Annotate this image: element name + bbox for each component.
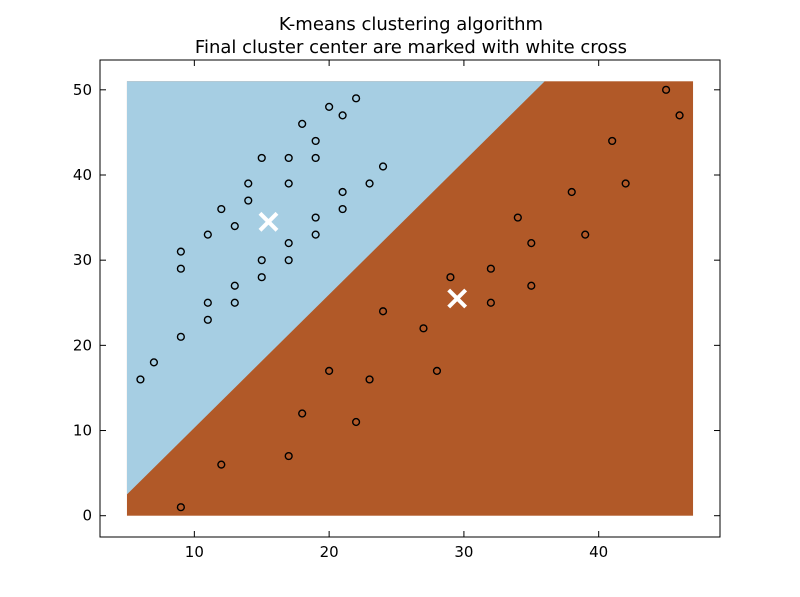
data-point xyxy=(513,213,522,222)
data-point xyxy=(298,409,307,418)
data-point xyxy=(284,256,293,265)
data-point xyxy=(486,298,495,307)
data-point xyxy=(284,179,293,188)
center-cross-stroke xyxy=(258,211,279,232)
y-tick-label: 10 xyxy=(73,422,92,440)
data-point xyxy=(446,273,455,282)
data-point xyxy=(527,239,536,248)
data-point xyxy=(338,111,347,120)
data-point xyxy=(217,460,226,469)
data-point xyxy=(608,136,617,146)
x-tick-label: 40 xyxy=(589,543,608,561)
data-point xyxy=(527,281,536,290)
cluster-center-marker xyxy=(447,288,468,309)
data-point xyxy=(378,162,388,171)
data-point xyxy=(419,324,428,333)
plot-frame xyxy=(99,59,721,538)
data-point xyxy=(298,119,307,128)
data-point xyxy=(581,230,590,239)
data-point xyxy=(230,281,239,290)
data-point xyxy=(176,332,185,341)
y-tick-label: 50 xyxy=(73,81,92,99)
decision-regions xyxy=(126,81,694,516)
cluster-centers xyxy=(258,211,468,309)
data-point xyxy=(365,375,374,384)
x-tick-label: 10 xyxy=(185,543,204,561)
data-point xyxy=(378,307,388,316)
data-point xyxy=(621,179,630,188)
data-point xyxy=(338,187,347,197)
y-tick-label: 0 xyxy=(82,507,92,525)
chart-subtitle: Final cluster center are marked with whi… xyxy=(195,37,627,58)
data-point xyxy=(338,204,347,214)
y-tick-label: 30 xyxy=(73,251,92,269)
x-tick-label: 30 xyxy=(454,543,473,561)
data-point xyxy=(325,366,334,376)
cluster-center-marker xyxy=(258,211,279,232)
data-point xyxy=(230,221,239,231)
data-point xyxy=(176,264,185,273)
data-point xyxy=(230,298,239,307)
data-point xyxy=(311,153,320,163)
y-tick-label: 20 xyxy=(73,336,92,354)
data-point xyxy=(257,256,266,265)
x-tick-label: 20 xyxy=(320,543,339,561)
region-cluster-1 xyxy=(126,81,545,495)
data-point xyxy=(257,273,266,282)
data-point xyxy=(365,179,374,188)
data-point xyxy=(244,196,253,205)
data-point xyxy=(311,213,320,222)
data-point xyxy=(351,417,361,427)
data-point xyxy=(203,315,212,324)
data-point xyxy=(284,239,293,248)
data-point xyxy=(567,187,576,197)
data-point xyxy=(311,230,320,239)
data-point xyxy=(284,153,293,163)
data-point xyxy=(661,85,671,94)
data-point xyxy=(203,298,212,307)
axes: 10 20 30 40 0 10 20 30 40 50 xyxy=(73,59,721,561)
data-point xyxy=(432,366,442,376)
data-point xyxy=(257,153,266,163)
data-point xyxy=(149,358,159,367)
data-point xyxy=(136,375,145,384)
chart-title: K-means clustering algorithm xyxy=(279,14,543,35)
data-point xyxy=(486,264,495,273)
y-tick-label: 40 xyxy=(73,166,92,184)
data-point xyxy=(351,94,361,103)
data-point xyxy=(217,204,226,214)
data-point xyxy=(203,230,212,239)
data-point xyxy=(176,247,185,256)
data-point xyxy=(284,451,293,461)
data-point xyxy=(244,179,253,188)
center-cross-stroke xyxy=(447,288,468,309)
data-point xyxy=(311,136,320,146)
data-point xyxy=(176,503,185,512)
data-point xyxy=(675,111,684,120)
data-points xyxy=(136,85,684,512)
data-point xyxy=(325,102,334,111)
